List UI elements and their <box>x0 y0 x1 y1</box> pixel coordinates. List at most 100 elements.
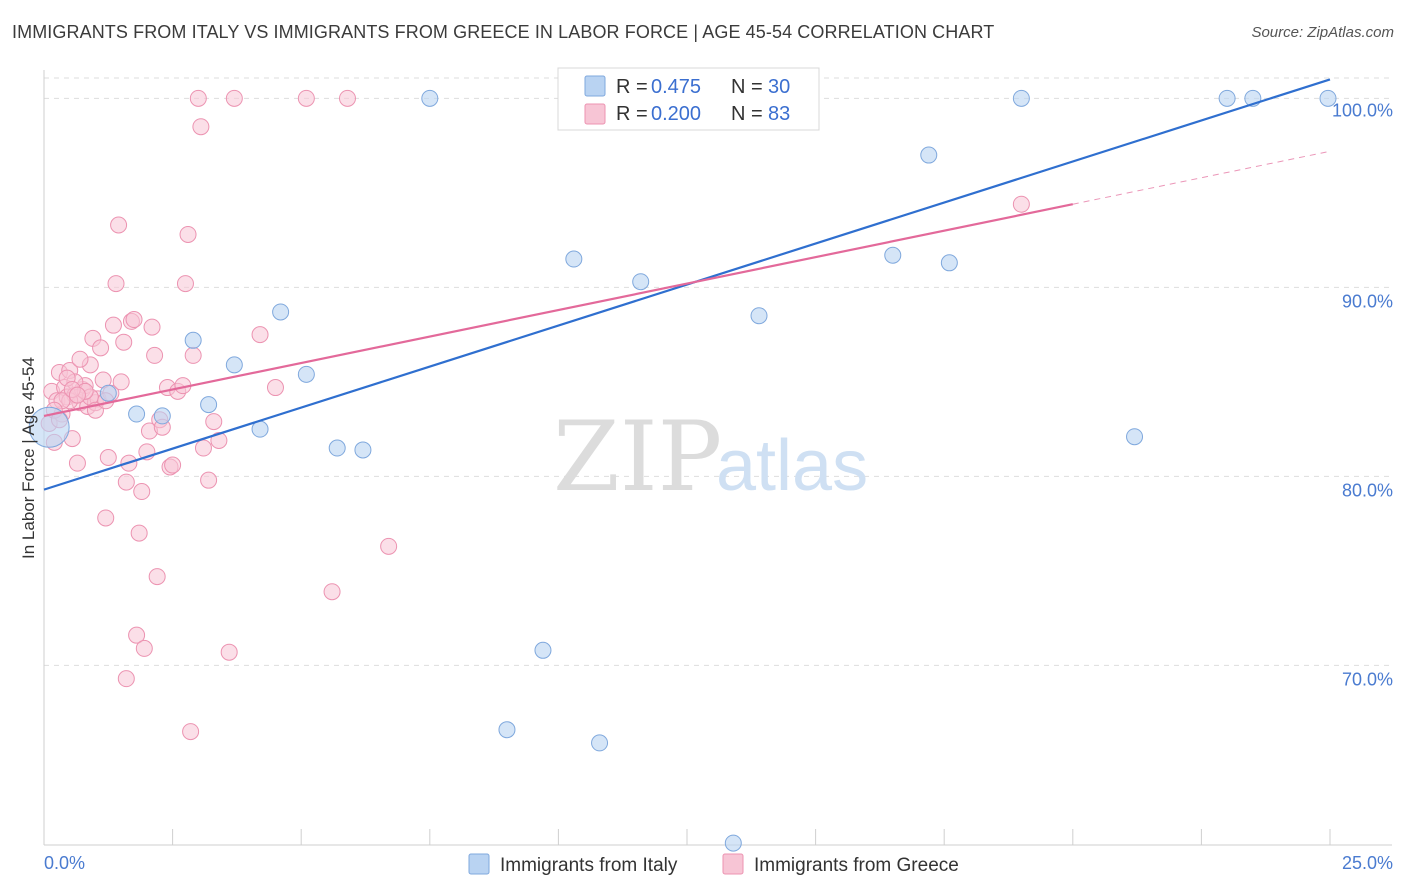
greece-points <box>40 89 1030 741</box>
legend-greece-r-label: R = <box>616 103 648 125</box>
greece-point <box>97 509 115 527</box>
legend-greece-swatch <box>584 103 606 125</box>
italy-point <box>99 384 117 402</box>
x-tick-label-min: 0.0% <box>44 853 85 873</box>
bottom-legend-italy-swatch <box>468 853 490 875</box>
italy-point <box>498 721 516 739</box>
greece-trendline-extension <box>1072 150 1331 205</box>
y-axis-label: In Labor Force | Age 45-54 <box>19 357 38 559</box>
x-tick-labels: 0.0% 25.0% <box>44 853 1393 873</box>
greece-point <box>210 431 228 449</box>
italy-point <box>28 406 70 448</box>
greece-point <box>251 326 269 344</box>
bottom-legend-greece-swatch <box>722 853 744 875</box>
y-tick-label: 70.0% <box>1342 669 1393 689</box>
legend-italy-r-label: R = <box>616 76 648 98</box>
greece-point <box>192 118 210 136</box>
greece-point <box>297 89 315 107</box>
greece-point <box>225 89 243 107</box>
greece-point <box>117 473 135 491</box>
greece-point <box>1012 195 1030 213</box>
y-tick-label: 90.0% <box>1342 291 1393 311</box>
greece-point <box>135 639 153 657</box>
y-tick-label: 100.0% <box>1332 100 1393 120</box>
greece-point <box>146 346 164 364</box>
greece-point <box>112 373 130 391</box>
italy-point <box>184 331 202 349</box>
watermark-atlas: atlas <box>716 426 868 506</box>
gridlines <box>44 77 1392 666</box>
italy-point <box>328 439 346 457</box>
greece-point <box>220 643 238 661</box>
italy-point <box>128 405 146 423</box>
legend-greece-n-label: N = <box>731 103 763 125</box>
series-legend: Immigrants from Italy Immigrants from Gr… <box>468 853 959 876</box>
italy-point <box>724 834 742 852</box>
legend-italy-n-label: N = <box>731 76 763 98</box>
watermark: ZIP atlas <box>553 401 868 513</box>
greece-point <box>107 275 125 293</box>
italy-point <box>421 89 439 107</box>
greece-point <box>164 456 182 474</box>
x-tick-label-max: 25.0% <box>1342 853 1393 873</box>
legend-italy-r-value: 0.475 <box>651 76 701 98</box>
greece-point <box>99 449 117 466</box>
legend-greece-r-value: 0.200 <box>651 103 701 125</box>
italy-point <box>225 356 243 374</box>
italy-point <box>1012 89 1030 107</box>
y-tick-labels: 70.0% 80.0% 90.0% 100.0% <box>1332 100 1393 689</box>
greece-point <box>176 275 194 293</box>
italy-point <box>632 273 650 291</box>
greece-point <box>380 537 398 555</box>
greece-point <box>205 413 223 431</box>
italy-point <box>534 641 552 659</box>
italy-point <box>272 303 290 321</box>
greece-point <box>338 89 356 107</box>
italy-point <box>1218 89 1236 107</box>
greece-point <box>92 339 110 357</box>
axes <box>43 70 1392 846</box>
greece-point <box>179 225 197 243</box>
source-label: Source: ZipAtlas.com <box>1251 24 1394 41</box>
greece-point <box>68 386 86 404</box>
bottom-legend-italy-label: Immigrants from Italy <box>500 855 678 876</box>
italy-points <box>28 89 1337 852</box>
greece-point <box>143 318 161 336</box>
greece-point <box>110 216 128 234</box>
legend-greece-n-value: 83 <box>768 103 790 125</box>
italy-point <box>354 441 372 459</box>
greece-point <box>194 439 212 457</box>
greece-point <box>130 524 148 542</box>
greece-point <box>128 626 146 644</box>
italy-point <box>940 254 958 272</box>
y-tick-label: 80.0% <box>1342 480 1393 500</box>
greece-point <box>266 379 284 397</box>
greece-point <box>184 346 202 364</box>
legend-italy-swatch <box>584 75 606 97</box>
greece-point <box>148 568 166 586</box>
italy-point <box>1126 428 1144 446</box>
legend-italy-n-value: 30 <box>768 76 790 98</box>
greece-point <box>323 583 341 601</box>
trendlines <box>43 78 1331 491</box>
greece-trendline <box>43 203 1074 417</box>
greece-point <box>125 311 143 329</box>
italy-point <box>297 365 315 383</box>
greece-point <box>182 723 200 741</box>
chart-title: IMMIGRANTS FROM ITALY VS IMMIGRANTS FROM… <box>12 22 995 42</box>
italy-point <box>920 146 938 164</box>
greece-point <box>133 483 151 501</box>
bottom-legend-greece-label: Immigrants from Greece <box>754 855 959 876</box>
italy-point <box>200 396 218 414</box>
italy-point <box>750 307 768 325</box>
greece-point <box>104 316 122 334</box>
greece-point <box>68 454 86 472</box>
italy-point <box>884 246 902 264</box>
greece-point <box>115 333 133 351</box>
italy-point <box>565 250 583 268</box>
italy-point <box>591 734 609 752</box>
greece-point <box>189 89 207 107</box>
watermark-zip: ZIP <box>553 401 722 513</box>
italy-point <box>1319 89 1337 107</box>
